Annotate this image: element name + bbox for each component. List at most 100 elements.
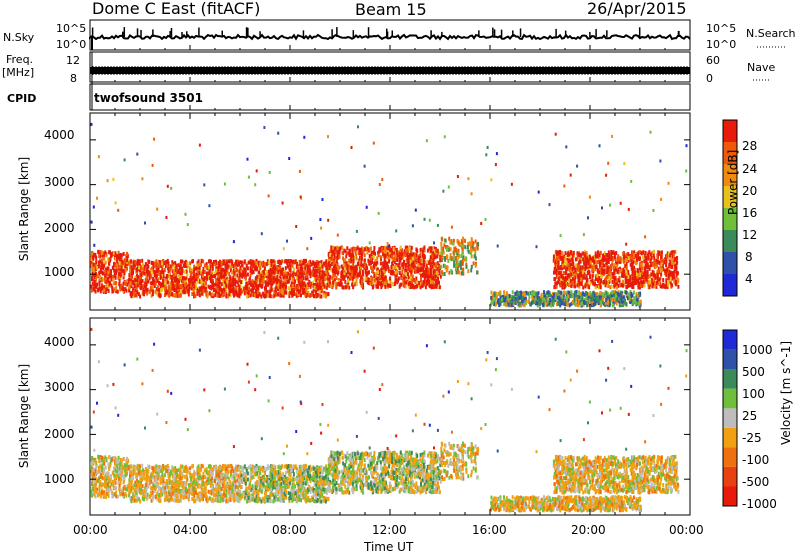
- power-cell: [304, 276, 307, 281]
- power-cell: [385, 246, 388, 251]
- power-cell: [665, 278, 668, 283]
- power-cell: [402, 265, 405, 270]
- power-cell: [344, 268, 347, 273]
- power-cell: [268, 273, 271, 277]
- power-cell: [497, 291, 500, 296]
- power-cell: [344, 265, 347, 270]
- power-cell: [316, 292, 319, 297]
- power-cell: [586, 278, 589, 282]
- power-cell: [628, 280, 631, 285]
- power-cell: [288, 261, 291, 266]
- power-cell: [332, 276, 335, 281]
- power-cell: [340, 276, 343, 281]
- power-cell: [152, 278, 155, 283]
- power-cell: [257, 286, 260, 291]
- power-cell: [150, 269, 153, 274]
- power-cell: [132, 280, 135, 285]
- power-cell: [554, 253, 557, 258]
- power-cell: [225, 283, 228, 288]
- power-cell: [615, 258, 618, 263]
- power-cell: [377, 250, 380, 255]
- power-cell: [287, 271, 289, 276]
- power-cell: [667, 276, 670, 281]
- power-cell: [591, 265, 594, 270]
- power-cell: [144, 283, 147, 288]
- power-cell: [258, 270, 260, 275]
- power-cell: [593, 260, 596, 265]
- power-cell: [370, 246, 372, 251]
- power-cell: [235, 261, 238, 266]
- power-cell: [329, 253, 332, 257]
- power-cell: [103, 277, 106, 282]
- power-cell: [638, 275, 640, 280]
- power-cell: [105, 252, 108, 256]
- power-cell: [333, 252, 336, 257]
- power-cell: [254, 293, 257, 298]
- power-cell: [170, 282, 173, 287]
- power-cell: [382, 246, 385, 251]
- power-cell: [185, 261, 188, 266]
- power-cell: [118, 282, 121, 287]
- power-cell: [336, 245, 339, 250]
- power-cell: [283, 270, 286, 274]
- power-cell: [629, 274, 632, 279]
- power-cell: [166, 264, 169, 269]
- power-cell: [509, 300, 512, 305]
- power-cell: [410, 256, 413, 261]
- power-cell: [173, 288, 176, 292]
- power-cell: [341, 245, 344, 250]
- power-cell: [647, 251, 650, 256]
- power-cell: [303, 259, 306, 264]
- power-cell: [340, 281, 343, 286]
- power-cell: [653, 249, 656, 254]
- power-cell: [208, 267, 211, 272]
- power-cell: [348, 258, 351, 263]
- power-cell: [125, 253, 128, 258]
- power-cell: [128, 273, 131, 278]
- power-cell: [165, 260, 168, 265]
- power-cell: [194, 282, 197, 287]
- power-cell: [114, 257, 117, 262]
- power-cell: [417, 263, 420, 268]
- power-cell: [449, 253, 452, 258]
- power-cell: [101, 258, 104, 263]
- power-cell: [377, 276, 380, 281]
- power-cell: [185, 282, 188, 286]
- power-cell: [431, 285, 434, 289]
- power-cell: [631, 250, 634, 255]
- power-cell: [290, 281, 293, 286]
- power-cell: [336, 249, 339, 254]
- power-cell: [257, 263, 260, 268]
- power-cell: [360, 260, 363, 265]
- power-cell: [453, 263, 456, 268]
- power-cell: [136, 273, 138, 278]
- power-cell: [332, 245, 334, 250]
- power-cell: [591, 297, 593, 302]
- power-cell: [224, 272, 227, 277]
- power-cell: [664, 268, 667, 273]
- power-cell: [342, 266, 345, 271]
- power-cell: [334, 263, 337, 268]
- power-cell: [357, 258, 360, 263]
- power-cell: [396, 280, 399, 285]
- power-cell: [184, 279, 187, 284]
- power-cell: [629, 276, 632, 281]
- power-cell: [345, 272, 348, 277]
- power-cell: [604, 303, 607, 308]
- power-cell: [476, 241, 479, 246]
- power-cell: [355, 264, 358, 269]
- power-cell: [639, 256, 641, 261]
- power-cell: [325, 291, 328, 296]
- power-cell: [289, 287, 292, 291]
- power-cell: [361, 269, 364, 274]
- power-cell: [340, 264, 343, 269]
- power-cell: [304, 266, 307, 271]
- power-cell: [432, 272, 435, 277]
- power-cell: [671, 254, 674, 259]
- power-cell: [630, 255, 633, 260]
- power-cell: [272, 275, 275, 280]
- power-cell: [296, 276, 299, 281]
- power-cell: [317, 264, 320, 269]
- power-cell: [253, 266, 256, 271]
- power-cell: [386, 262, 389, 267]
